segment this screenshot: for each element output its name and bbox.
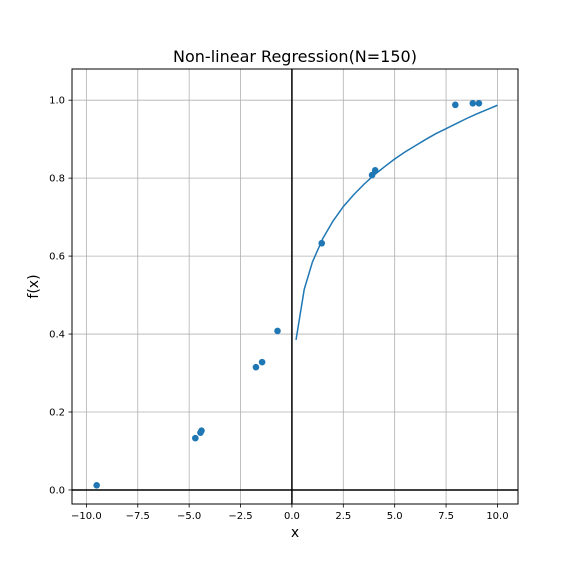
y-tick-label: 0.4	[49, 330, 65, 341]
data-point	[192, 434, 199, 442]
data-point	[371, 167, 379, 174]
chart-title: Non-linear Regression(N=150)	[173, 47, 417, 66]
data-point	[475, 100, 483, 107]
y-tick-label: 0.6	[49, 252, 65, 263]
data-point	[368, 171, 376, 179]
y-tick-label: 1.0	[49, 96, 65, 107]
x-axis-label: x	[291, 525, 299, 541]
y-tick-label: 0.8	[49, 174, 65, 185]
data-point	[252, 363, 260, 371]
fit-curve-group	[295, 104, 498, 341]
reference-lines	[72, 69, 518, 504]
x-tick-label: 10.0	[486, 511, 508, 522]
data-point	[452, 101, 459, 109]
y-tick-label: 0.2	[49, 408, 65, 419]
x-tick-label: 7.5	[438, 511, 454, 522]
data-point	[274, 327, 281, 335]
data-point	[318, 239, 326, 247]
x-tick-label: 0.0	[284, 511, 300, 522]
x-tick-label: −7.5	[126, 511, 150, 522]
x-ticks: −10.0 −7.5 −5.0 −2.5 0.0 2.5 5.0 7.5 10.0	[71, 504, 509, 522]
x-tick-label: 5.0	[387, 511, 403, 522]
x-tick-label: −5.0	[177, 511, 201, 522]
fit-curve	[295, 104, 498, 341]
plot-frame	[71, 68, 519, 505]
data-point	[198, 427, 205, 435]
y-axis-label: f(x)	[26, 274, 42, 298]
scatter-points	[93, 100, 483, 489]
data-point	[93, 481, 100, 489]
x-tick-label: 2.5	[335, 511, 351, 522]
y-ticks: 0.0 0.2 0.4 0.6 0.8 1.0	[49, 96, 72, 496]
y-tick-label: 0.0	[49, 485, 65, 496]
x-tick-label: −10.0	[71, 511, 102, 522]
data-point	[469, 100, 477, 107]
data-point	[258, 358, 266, 366]
x-tick-label: −2.5	[228, 511, 252, 522]
